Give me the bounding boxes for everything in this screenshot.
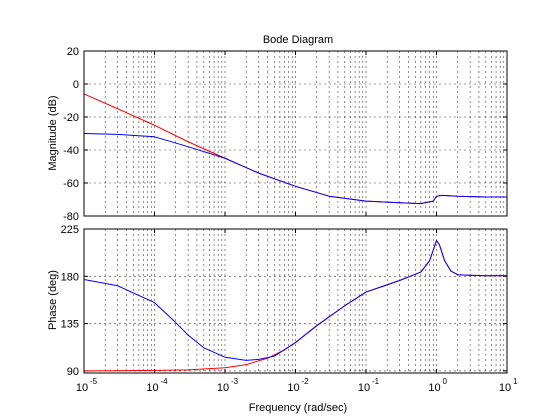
x-tick-label-exponent: -3 [231,377,239,386]
x-tick-label-exponent: 0 [443,377,448,386]
magnitude-y-tick-label: -20 [63,112,79,124]
phase-series-blue-line [83,240,507,361]
x-tick-label-base: 10 [76,382,88,394]
magnitude-plot-area [83,50,508,217]
phase-y-tick-label: 90 [67,366,79,378]
x-tick-label-base: 10 [428,382,440,394]
magnitude-series-blue-line [83,133,507,205]
magnitude-y-tick-label: 20 [67,46,79,58]
x-tick-label-base: 10 [358,382,370,394]
phase-y-tick-label: 225 [61,224,79,236]
magnitude-axis-label: Magnitude (dB) [47,95,59,170]
x-tick-label-exponent: -2 [302,377,310,386]
magnitude-y-tick-label: -60 [63,178,79,190]
magnitude-plot: 20 0 -20 -40 -60 -80 [63,46,508,223]
phase-y-tick-label: 135 [61,319,79,331]
frequency-axis-label: Frequency (rad/sec) [249,402,347,414]
chart-title: Bode Diagram [263,34,333,46]
magnitude-y-tick-label: 0 [73,79,79,91]
x-tick-label-base: 10 [217,382,229,394]
x-tick-label-base: 10 [146,382,158,394]
phase-y-tick-label: 180 [61,271,79,283]
x-tick-label-exponent: 1 [513,377,518,386]
x-tick-label-exponent: -5 [90,377,98,386]
x-tick-label-base: 10 [287,382,299,394]
x-tick-label-exponent: -4 [161,377,169,386]
phase-plot-border [83,228,508,374]
magnitude-plot-border [83,50,508,217]
x-tick-label-base: 10 [499,382,511,394]
magnitude-y-tick-label: -80 [63,211,79,223]
magnitude-y-tick-label: -40 [63,145,79,157]
phase-axis-label: Phase (deg) [47,270,59,330]
x-tick-label-exponent: -1 [372,377,380,386]
